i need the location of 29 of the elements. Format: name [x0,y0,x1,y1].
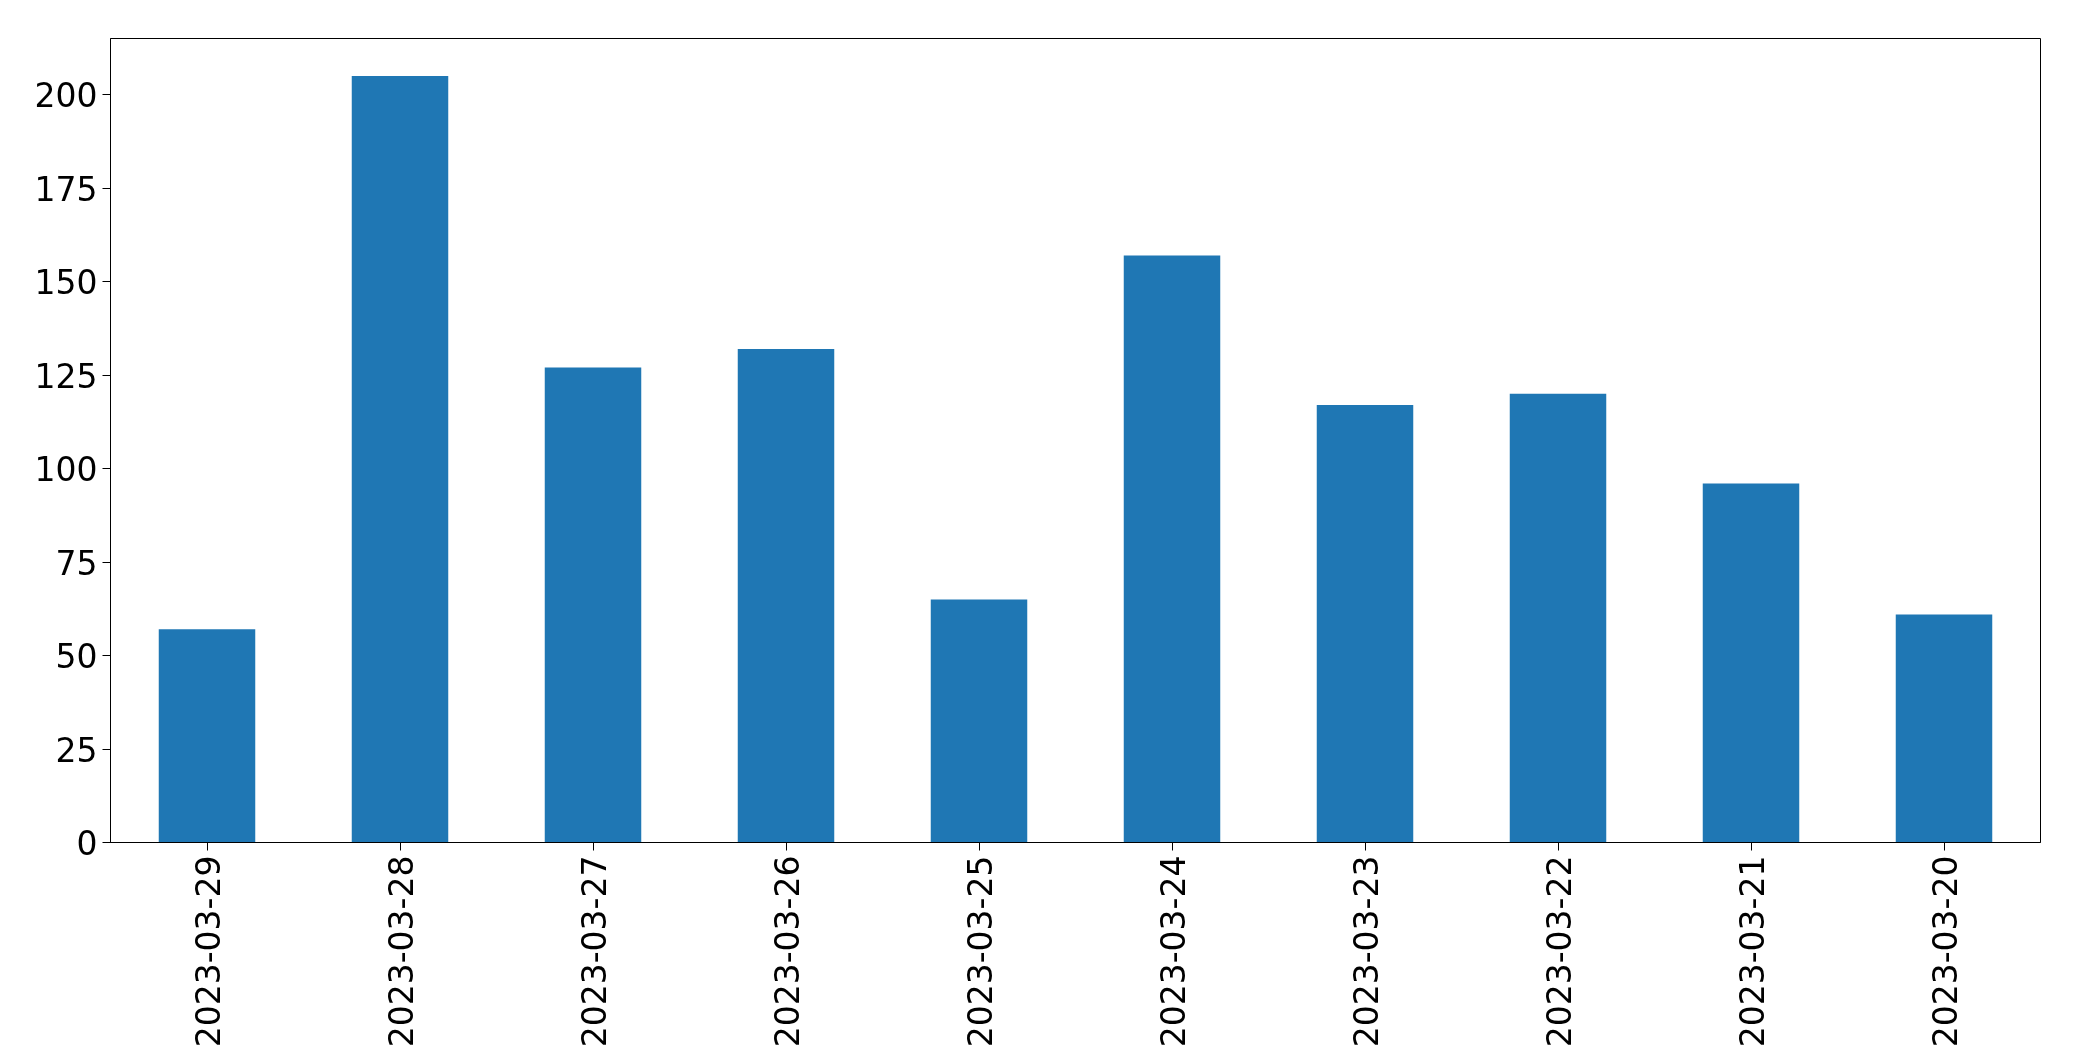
y-tick-label: 0 [76,824,98,863]
x-tick-label: 2023-03-27 [574,855,614,1048]
x-tick-label: 2023-03-23 [1346,855,1386,1048]
y-tick-label: 200 [34,76,98,116]
bar [930,599,1028,843]
x-tick-label: 2023-03-24 [1153,855,1193,1048]
bar [351,75,449,843]
x-tick-label: 2023-03-21 [1732,855,1772,1048]
y-tick-label: 175 [34,169,98,209]
bar [1895,614,1993,843]
bar [1123,255,1221,843]
x-tick-label: 2023-03-22 [1539,855,1579,1048]
x-tick-label: 2023-03-20 [1925,855,1965,1048]
bar [1509,393,1607,843]
y-tick-label: 50 [55,637,98,677]
bar [737,348,835,843]
bar [544,367,642,843]
x-tick-label: 2023-03-28 [381,855,421,1048]
bar [1702,483,1800,843]
y-tick-label: 100 [34,450,98,490]
x-tick-label: 2023-03-25 [960,855,1000,1048]
y-tick-label: 125 [34,356,98,396]
y-tick-label: 25 [55,730,98,770]
y-tick-label: 150 [34,263,98,303]
bar [158,629,256,843]
bar [1316,404,1414,843]
x-tick-label: 2023-03-26 [767,855,807,1048]
y-tick-label: 75 [55,543,98,583]
x-tick-label: 2023-03-29 [188,855,228,1048]
